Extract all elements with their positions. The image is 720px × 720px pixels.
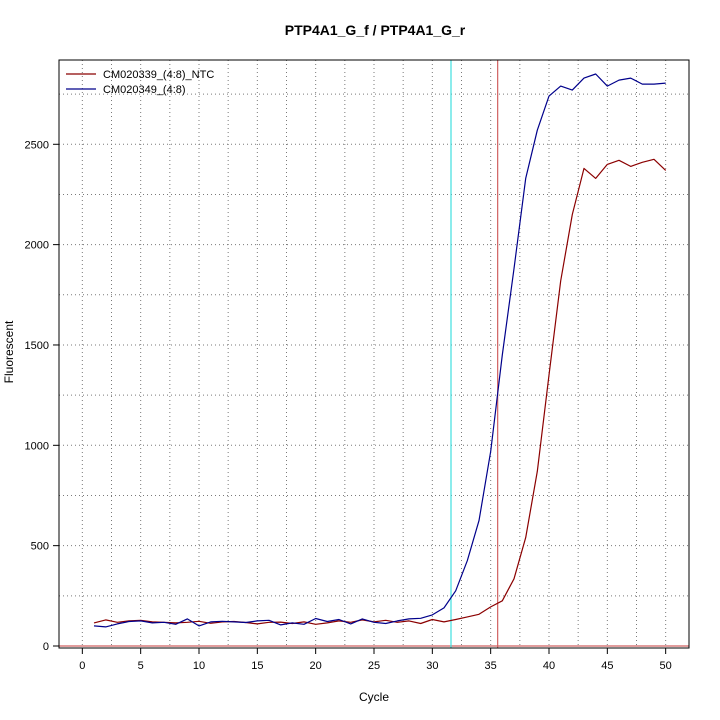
series-line-1 xyxy=(93,158,667,625)
x-axis: 0 5 10 15 20 25 30 35 40 45 50 xyxy=(79,648,672,672)
x-tick-label: 35 xyxy=(485,660,497,672)
grid xyxy=(59,60,689,648)
legend: CM020339_(4:8)_NTC CM020349_(4:8) xyxy=(66,69,214,96)
x-tick-label: 40 xyxy=(543,660,555,672)
x-tick-label: 10 xyxy=(193,660,205,672)
y-tick-label: 0 xyxy=(43,641,49,653)
x-tick-label: 5 xyxy=(138,660,144,672)
y-tick-label: 1000 xyxy=(25,440,49,452)
y-tick-label: 2500 xyxy=(25,139,49,151)
legend-label: CM020339_(4:8)_NTC xyxy=(103,69,214,81)
x-tick-label: 50 xyxy=(660,660,672,672)
series-lines xyxy=(93,73,667,628)
reference-lines xyxy=(59,60,689,648)
x-tick-label: 45 xyxy=(601,660,613,672)
series-line-2 xyxy=(93,73,666,628)
y-axis-label: Fluorescent xyxy=(2,320,16,383)
x-tick-label: 0 xyxy=(79,660,85,672)
x-axis-label: Cycle xyxy=(359,690,389,704)
x-tick-label: 15 xyxy=(251,660,263,672)
x-tick-label: 30 xyxy=(426,660,438,672)
chart-title: PTP4A1_G_f / PTP4A1_G_r xyxy=(285,22,466,38)
y-axis: 0 500 1000 1500 2000 2500 xyxy=(25,139,59,653)
y-tick-label: 2000 xyxy=(25,240,49,252)
y-tick-label: 500 xyxy=(31,541,49,553)
y-tick-label: 1500 xyxy=(25,340,49,352)
x-tick-label: 25 xyxy=(368,660,380,672)
legend-label: CM020349_(4:8) xyxy=(103,84,186,96)
x-tick-label: 20 xyxy=(310,660,322,672)
